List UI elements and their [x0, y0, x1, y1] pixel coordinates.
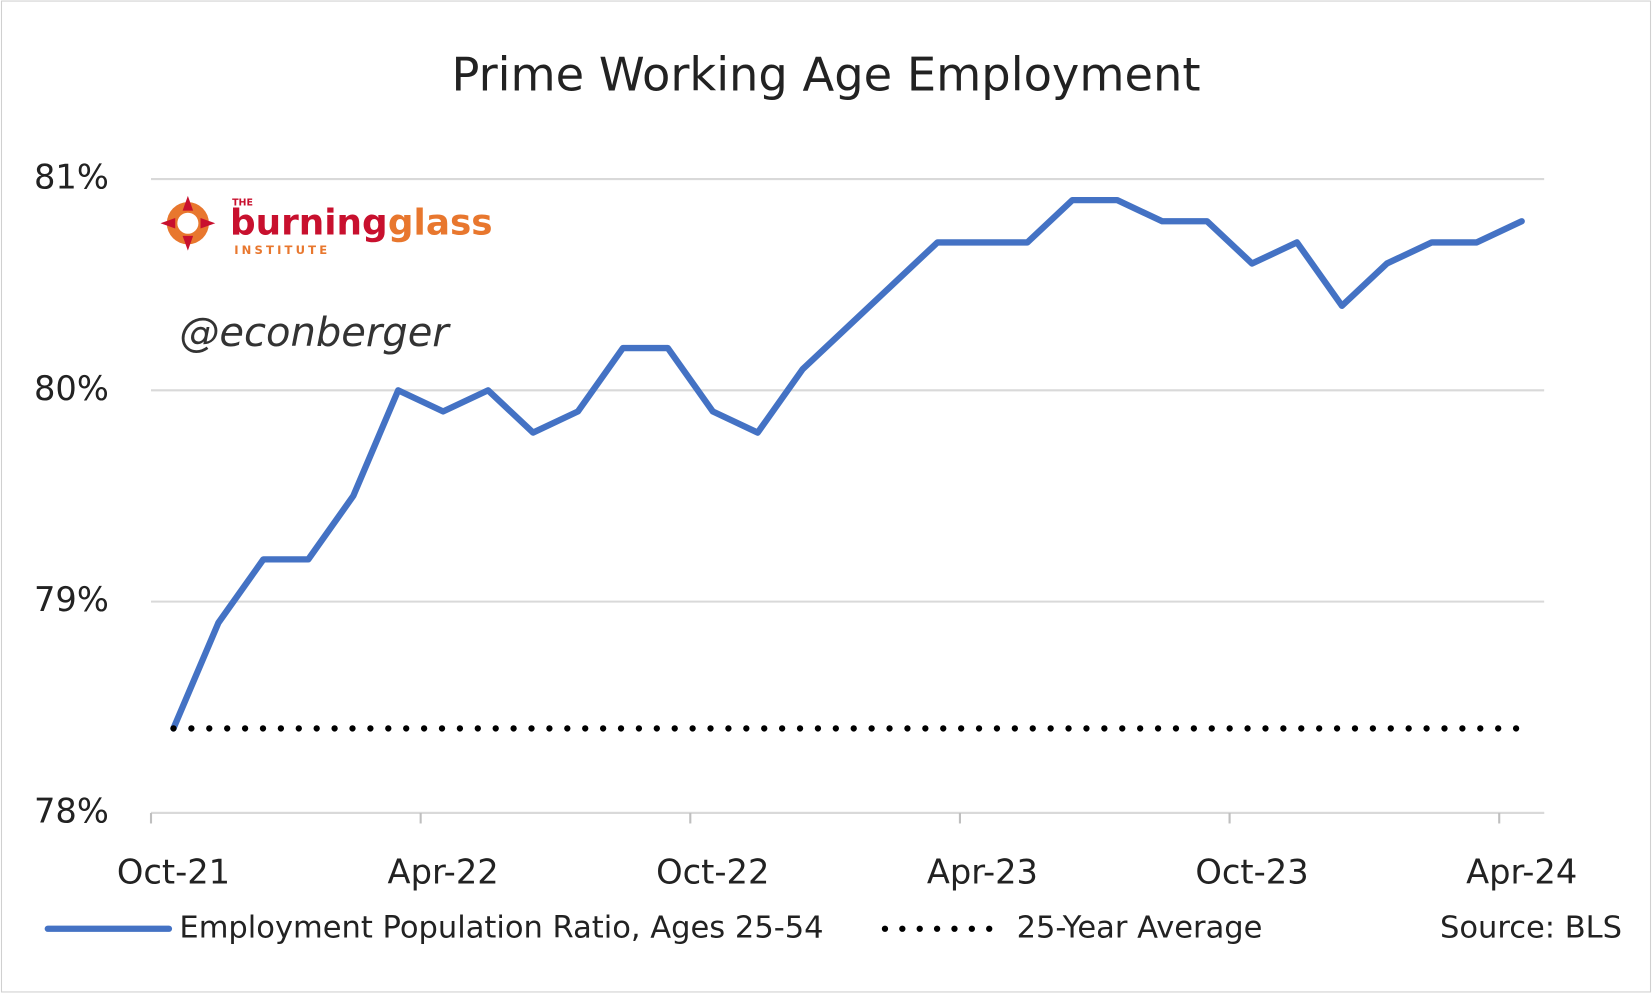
logo-ray [182, 235, 194, 251]
logo-icon-center [177, 212, 199, 234]
legend-label: Employment Population Ratio, Ages 25-54 [179, 910, 823, 945]
x-tick-label: Oct-21 [117, 853, 230, 892]
series-line [170, 196, 1525, 732]
x-tick-label: Apr-23 [927, 853, 1038, 892]
logo-institute: INSTITUTE [234, 243, 330, 257]
logo-burning: burning [230, 202, 388, 243]
logo-ray [182, 195, 194, 211]
x-tick-label: Apr-24 [1466, 853, 1577, 892]
logo: THE burning glass INSTITUTE [160, 195, 493, 257]
y-tick-label: 81% [34, 158, 109, 197]
logo-the: THE [232, 198, 253, 209]
source: Source: BLS [1440, 910, 1622, 945]
logo-ray [200, 217, 216, 229]
x-tick-label: Oct-22 [656, 853, 769, 892]
chart-title: Prime Working Age Employment [451, 47, 1200, 101]
x-tick-label: Apr-22 [388, 853, 499, 892]
logo-ray [160, 217, 176, 229]
annotation: @econberger [179, 310, 451, 356]
y-tick-label: 78% [34, 791, 109, 830]
y-tick-label: 79% [34, 580, 109, 619]
y-tick-label: 80% [34, 369, 109, 408]
legend-label: 25-Year Average [1017, 910, 1263, 945]
x-tick-label: Oct-23 [1195, 853, 1308, 892]
logo-glass: glass [388, 202, 493, 243]
